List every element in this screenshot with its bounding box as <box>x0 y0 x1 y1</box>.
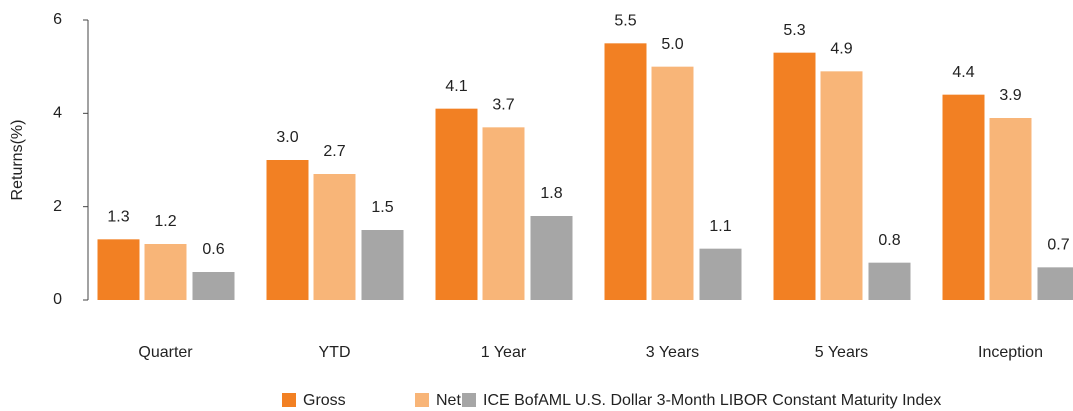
y-tick-label: 0 <box>53 291 62 308</box>
data-label: 5.3 <box>783 22 805 39</box>
x-tick-label: Inception <box>978 344 1043 361</box>
y-tick-label: 4 <box>53 105 62 122</box>
data-label: 2.7 <box>323 143 345 160</box>
legend-label: Net <box>436 392 461 409</box>
bar <box>699 248 742 300</box>
data-label: 0.7 <box>1047 237 1069 254</box>
data-label: 3.0 <box>276 129 298 146</box>
bar <box>530 216 573 300</box>
x-tick-label: 3 Years <box>646 344 699 361</box>
bar <box>361 230 404 300</box>
y-tick-label: 6 <box>53 11 62 28</box>
bar <box>820 71 863 300</box>
bar <box>989 118 1032 300</box>
data-label: 5.5 <box>614 13 636 30</box>
x-tick-label: 5 Years <box>815 344 868 361</box>
bar <box>773 52 816 300</box>
data-label: 4.4 <box>952 64 974 81</box>
y-tick-label: 2 <box>53 198 62 215</box>
bar <box>435 108 478 301</box>
bar <box>313 174 356 300</box>
bar <box>868 262 911 300</box>
bar <box>482 127 525 300</box>
bar <box>942 94 985 301</box>
data-label: 3.7 <box>492 97 514 114</box>
data-label: 4.1 <box>445 78 467 95</box>
legend-swatch <box>415 393 429 407</box>
data-label: 0.8 <box>878 232 900 249</box>
bar <box>97 239 140 300</box>
data-label: 5.0 <box>661 36 683 53</box>
data-label: 1.3 <box>107 209 129 226</box>
legend-swatch <box>282 393 296 407</box>
bar <box>651 66 694 301</box>
data-label: 0.6 <box>202 241 224 258</box>
bar <box>604 43 647 300</box>
data-label: 4.9 <box>830 41 852 58</box>
bar <box>1037 267 1073 300</box>
data-label: 1.8 <box>540 185 562 202</box>
x-tick-label: Quarter <box>138 344 193 361</box>
legend-label: Gross <box>303 392 346 409</box>
data-label: 3.9 <box>999 87 1021 104</box>
y-axis-label: Returns(%) <box>9 120 26 201</box>
legend-label: ICE BofAML U.S. Dollar 3-Month LIBOR Con… <box>483 392 941 409</box>
bar <box>144 244 187 300</box>
data-label: 1.5 <box>371 199 393 216</box>
x-tick-label: 1 Year <box>481 344 527 361</box>
bar <box>192 272 235 300</box>
data-label: 1.2 <box>154 213 176 230</box>
bar <box>266 160 309 300</box>
legend-swatch <box>462 393 476 407</box>
data-label: 1.1 <box>709 218 731 235</box>
x-tick-label: YTD <box>319 344 351 361</box>
